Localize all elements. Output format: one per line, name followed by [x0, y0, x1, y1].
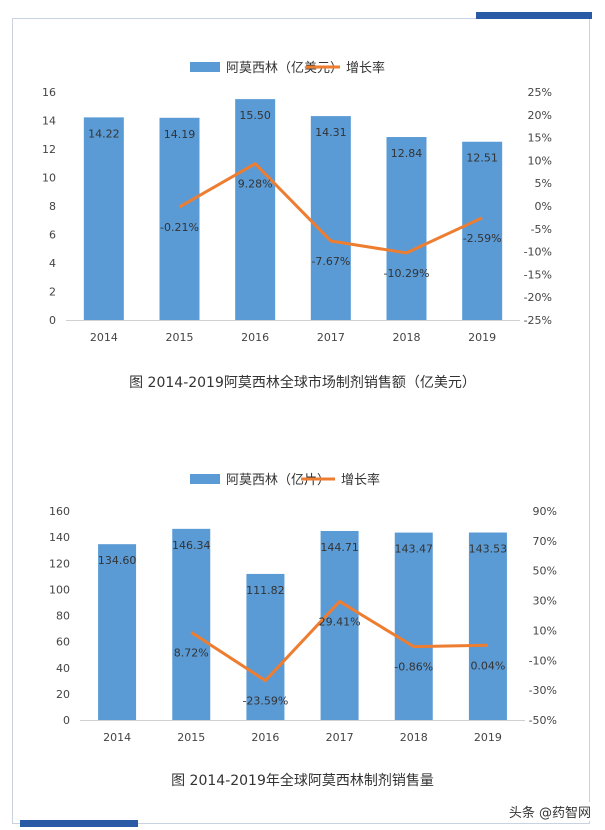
chart-2-x-tick-label: 2018	[400, 731, 428, 744]
chart-2-y-tick-label: 20	[56, 688, 70, 701]
chart-1-bar	[386, 137, 427, 320]
chart-2-bar	[172, 528, 211, 720]
chart-2-growth-label: 8.72%	[174, 646, 209, 659]
chart-1-bar-value-label: 14.19	[164, 128, 196, 141]
chart-2-x-tick-label: 2017	[326, 731, 354, 744]
chart-2-bar-value-label: 143.47	[395, 543, 434, 556]
chart-2-y-tick-label: 100	[49, 583, 70, 596]
chart-2-y2-tick-label: 50%	[533, 565, 557, 578]
chart-2-y2-tick-label: -50%	[529, 714, 557, 727]
chart-2-growth-line	[190, 599, 488, 683]
chart-1-x-tick-label: 2014	[90, 331, 118, 344]
chart-2-bar-value-label: 144.71	[320, 541, 359, 554]
chart-1-y-tick-label: 6	[49, 229, 56, 242]
chart-2-bar-value-label: 146.34	[172, 539, 211, 552]
chart-1-y-tick-label: 2	[49, 286, 56, 299]
chart-2-legend-bar-swatch	[190, 474, 220, 484]
chart-2-bar	[468, 532, 507, 720]
chart-2-bar-value-label: 111.82	[246, 584, 285, 597]
chart-1-bar-value-label: 14.31	[315, 126, 347, 139]
chart-2-x-tick-label: 2019	[474, 731, 502, 744]
chart-1-y2-tick-label: 10%	[528, 154, 552, 167]
chart-1-x-tick-label: 2017	[317, 331, 345, 344]
chart-2-y2-tick-label: 70%	[533, 535, 557, 548]
chart-1-growth-label: -0.21%	[160, 221, 199, 234]
chart-2-y-tick-label: 40	[56, 662, 70, 675]
chart-2-legend-line-label: 增长率	[341, 472, 380, 488]
chart-1-legend-line-label: 增长率	[346, 60, 385, 76]
chart-1-y2-tick-label: -20%	[524, 291, 552, 304]
chart-1-y2-tick-label: 0%	[535, 200, 552, 213]
chart-2-y-tick-label: 0	[63, 714, 70, 727]
chart-1-y-tick-label: 4	[49, 257, 56, 270]
chart-1-growth-label: 9.28%	[238, 178, 273, 191]
accent-bar-bottom	[20, 820, 138, 827]
chart-2-y2-tick-label: 90%	[533, 505, 557, 518]
chart-2-y-tick-label: 80	[56, 610, 70, 623]
chart-1-growth-label: -10.29%	[384, 267, 430, 280]
chart-1-x-tick-label: 2016	[241, 331, 269, 344]
chart-1-y-tick-label: 16	[42, 86, 56, 99]
chart-1-bar-value-label: 12.84	[391, 147, 423, 160]
chart-2-bar	[320, 530, 359, 720]
chart-1-bar-value-label: 14.22	[88, 127, 120, 140]
chart-1-y2-tick-label: 5%	[535, 177, 552, 190]
watermark-text: 头条 @药智网	[508, 802, 591, 821]
chart-1-y2-tick-label: 25%	[528, 86, 552, 99]
chart-2-bar-value-label: 134.60	[98, 554, 137, 567]
chart-2-y-tick-label: 60	[56, 636, 70, 649]
chart-2-y2-tick-label: 30%	[533, 595, 557, 608]
chart-1-y2-tick-label: 15%	[528, 132, 552, 145]
chart-2-y2-tick-label: -10%	[529, 654, 557, 667]
chart-1-y-tick-label: 0	[49, 314, 56, 327]
chart-1-y-tick-label: 14	[42, 115, 56, 128]
chart-1-y2-tick-label: -10%	[524, 246, 552, 259]
chart-1-y-tick-label: 10	[42, 172, 56, 185]
chart-1-y-tick-label: 8	[49, 200, 56, 213]
chart-1-bar	[310, 116, 351, 321]
chart-1-caption: 图 2014-2019阿莫西林全球市场制剂销售额（亿美元）	[129, 375, 476, 391]
chart-2-growth-label: -0.86%	[394, 661, 433, 674]
chart-2-x-tick-label: 2014	[103, 731, 131, 744]
chart-1-bar-value-label: 12.51	[466, 152, 498, 165]
chart-1-x-tick-label: 2018	[393, 331, 421, 344]
chart-2-bar-value-label: 143.53	[469, 543, 508, 556]
chart-1-y-tick-label: 12	[42, 143, 56, 156]
chart-2-growth-label: -23.59%	[242, 695, 288, 708]
chart-1-bar	[235, 99, 276, 320]
chart-2-y2-tick-label: -30%	[529, 684, 557, 697]
chart-1-y2-tick-label: -15%	[524, 268, 552, 281]
chart-2-y-tick-label: 160	[49, 505, 70, 518]
chart-1-bar	[83, 117, 124, 321]
chart-2-bar	[98, 544, 137, 720]
chart-1-legend-bar-swatch	[190, 62, 220, 72]
chart-2-growth-label: 29.41%	[319, 615, 361, 628]
accent-bar-top	[476, 12, 592, 19]
chart-1-growth-line	[178, 162, 483, 255]
chart-2-growth-label: 0.04%	[470, 659, 505, 672]
chart-1-bar	[462, 141, 503, 320]
chart-1-bar-value-label: 15.50	[239, 109, 271, 122]
chart-1-growth-label: -7.67%	[311, 255, 350, 268]
chart-1-y2-tick-label: 20%	[528, 109, 552, 122]
chart-2-legend-bar-label: 阿莫西林（亿片）	[226, 473, 330, 488]
chart-2-x-tick-label: 2016	[251, 731, 279, 744]
chart-1-x-tick-label: 2015	[166, 331, 194, 344]
chart-1-x-tick-label: 2019	[468, 331, 496, 344]
chart-2-bar	[246, 573, 285, 720]
chart-2-x-tick-label: 2015	[177, 731, 205, 744]
chart-2-y2-tick-label: 10%	[533, 624, 557, 637]
chart-1-legend-bar-label: 阿莫西林（亿美元）	[226, 61, 343, 76]
chart-2-y-tick-label: 140	[49, 531, 70, 544]
chart-1-growth-label: -2.59%	[463, 232, 502, 245]
chart-1-y2-tick-label: -5%	[531, 223, 552, 236]
chart-2-bar	[394, 532, 433, 720]
chart-2-y-tick-label: 120	[49, 557, 70, 570]
chart-2-caption: 图 2014-2019年全球阿莫西林制剂销售量	[171, 773, 434, 789]
chart-1-y2-tick-label: -25%	[524, 314, 552, 327]
chart-1-bar	[159, 117, 200, 320]
